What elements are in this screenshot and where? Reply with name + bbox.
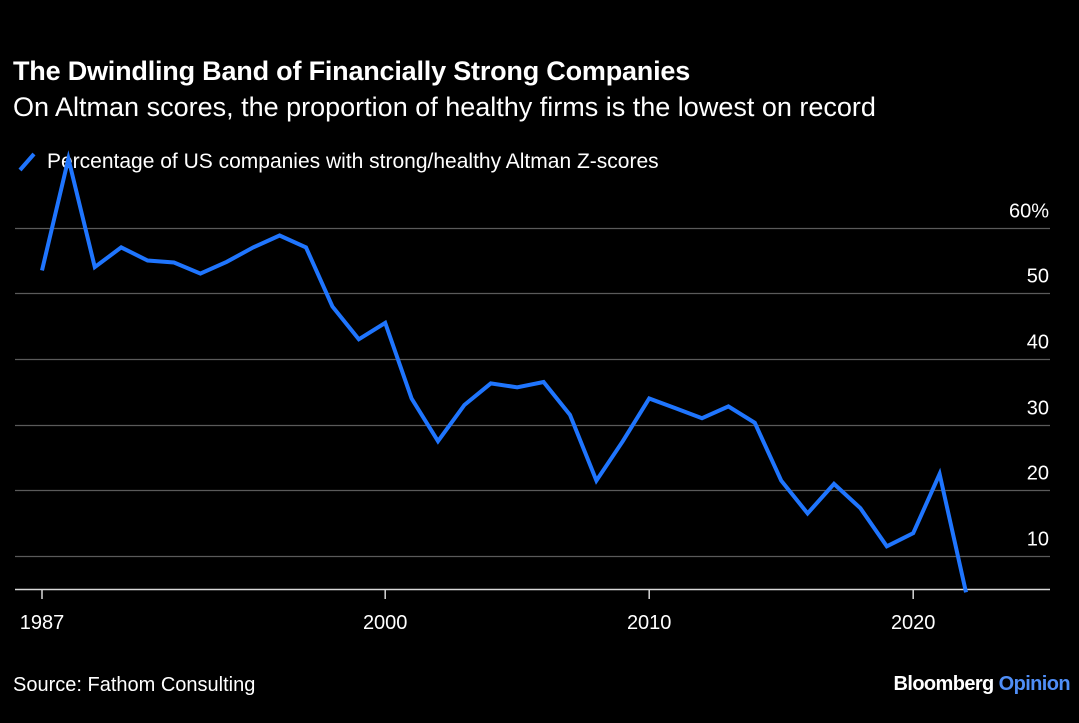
- legend-label: Percentage of US companies with strong/h…: [47, 150, 659, 173]
- series-layer: [40, 150, 968, 593]
- legend: Percentage of US companies with strong/h…: [15, 148, 659, 176]
- x-axis: [15, 588, 1050, 599]
- chart-subtitle: On Altman scores, the proportion of heal…: [13, 92, 876, 122]
- source-note: Source: Fathom Consulting: [13, 674, 256, 696]
- brand-name: Bloomberg: [893, 673, 995, 695]
- series-line: [40, 150, 968, 593]
- chart-title: The Dwindling Band of Financially Strong…: [13, 56, 691, 86]
- x-axis-labels: 1987 2000 2010 2020: [20, 612, 936, 634]
- y-axis-labels: 10 20 30 40 50 60%: [1009, 201, 1049, 551]
- bloomberg-opinion-logo: Bloomberg Opinion: [893, 673, 1071, 696]
- x-tick-label: 2020: [891, 612, 936, 634]
- x-tick-label: 2000: [363, 612, 408, 634]
- gridlines: [15, 227, 1050, 558]
- y-tick-label: 50: [1027, 266, 1049, 288]
- y-tick-label: 20: [1027, 463, 1049, 485]
- y-tick-label: 60%: [1009, 201, 1049, 223]
- x-tick-label: 1987: [20, 612, 65, 634]
- y-tick-label: 40: [1027, 332, 1049, 354]
- x-tick-label: 2010: [627, 612, 672, 634]
- legend-swatch-icon: [18, 152, 36, 172]
- y-tick-label: 10: [1027, 529, 1049, 551]
- y-tick-label: 30: [1027, 398, 1049, 420]
- brand-suffix: Opinion: [998, 673, 1071, 695]
